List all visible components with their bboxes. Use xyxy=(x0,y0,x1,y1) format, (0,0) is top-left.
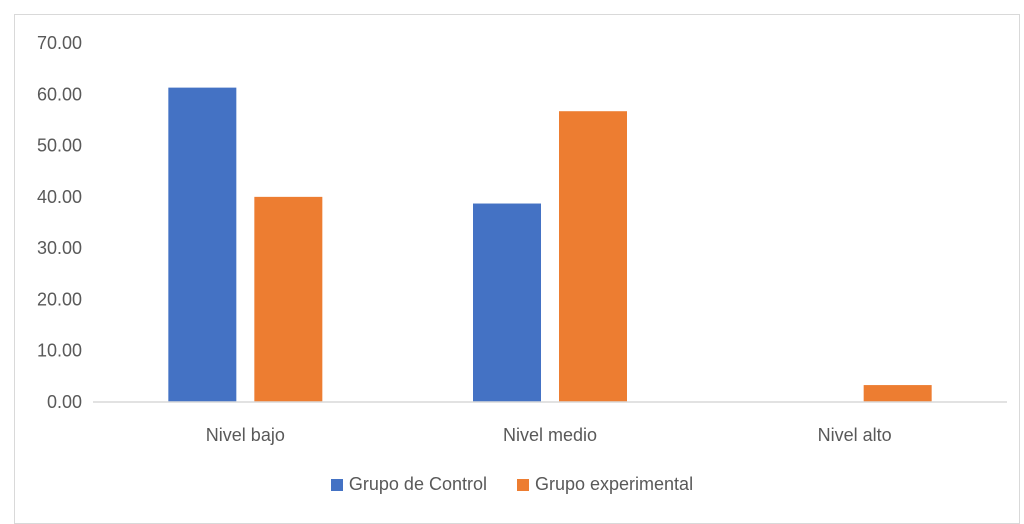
y-tick-label: 0.00 xyxy=(47,392,82,412)
legend-label-control: Grupo de Control xyxy=(348,474,487,494)
bars xyxy=(168,87,932,403)
bar-control-0 xyxy=(168,87,237,403)
bar-experimental-2 xyxy=(863,385,932,402)
y-axis-ticks: 0.00 10.00 20.00 30.00 40.00 50.00 60.00 70.00 xyxy=(37,33,82,412)
bar-chart: 0.0010.0020.0030.0040.0050.0060.0070.00 … xyxy=(37,33,1007,445)
x-axis-ticks: Nivel bajo Nivel medio Nivel alto xyxy=(206,425,892,445)
legend-item-control: Grupo de Control xyxy=(330,474,487,495)
legend-item-experimental: Grupo experimental xyxy=(516,474,694,495)
y-tick-label: 70.00 xyxy=(37,33,82,53)
y-tick-label: 40.00 xyxy=(37,187,82,207)
y-tick-label: 10.00 xyxy=(37,341,82,361)
x-tick-label: Nivel alto xyxy=(818,425,892,445)
y-tick-label: 20.00 xyxy=(37,289,82,309)
bar-control-1 xyxy=(473,203,541,402)
x-tick-label: Nivel medio xyxy=(503,425,597,445)
legend-swatch-control xyxy=(330,478,343,491)
x-tick-label: Nivel bajo xyxy=(206,425,285,445)
legend-swatch-experimental xyxy=(516,478,529,491)
y-tick-label: 60.00 xyxy=(37,84,82,104)
y-tick-label: 50.00 xyxy=(37,136,82,156)
legend-label-experimental: Grupo experimental xyxy=(534,474,694,494)
bar-experimental-1 xyxy=(559,111,627,403)
bar-experimental-0 xyxy=(254,196,323,402)
legend: Grupo de Control Grupo experimental xyxy=(0,474,1024,495)
y-tick-label: 30.00 xyxy=(37,238,82,258)
